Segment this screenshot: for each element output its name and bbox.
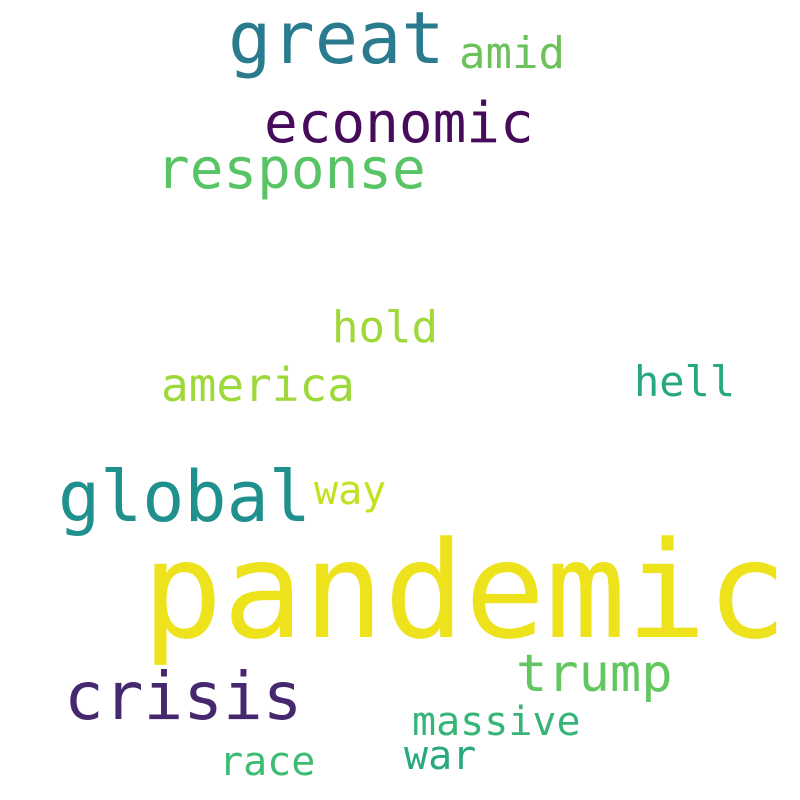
word-response: response xyxy=(156,137,426,202)
word-global: global xyxy=(58,456,311,538)
word-america: america xyxy=(161,358,355,412)
word-hell: hell xyxy=(634,357,736,406)
word-great: great xyxy=(228,0,445,80)
word-crisis: crisis xyxy=(64,658,303,735)
word-amid: amid xyxy=(459,28,565,79)
word-pandemic: pandemic xyxy=(142,513,788,669)
word-hold: hold xyxy=(332,302,438,353)
word-war: war xyxy=(404,733,477,779)
word-massive: massive xyxy=(412,699,581,745)
word-trump: trump xyxy=(516,644,673,704)
word-race: race xyxy=(219,739,316,785)
word-way: way xyxy=(314,468,387,514)
word-economic: economic xyxy=(264,91,534,156)
